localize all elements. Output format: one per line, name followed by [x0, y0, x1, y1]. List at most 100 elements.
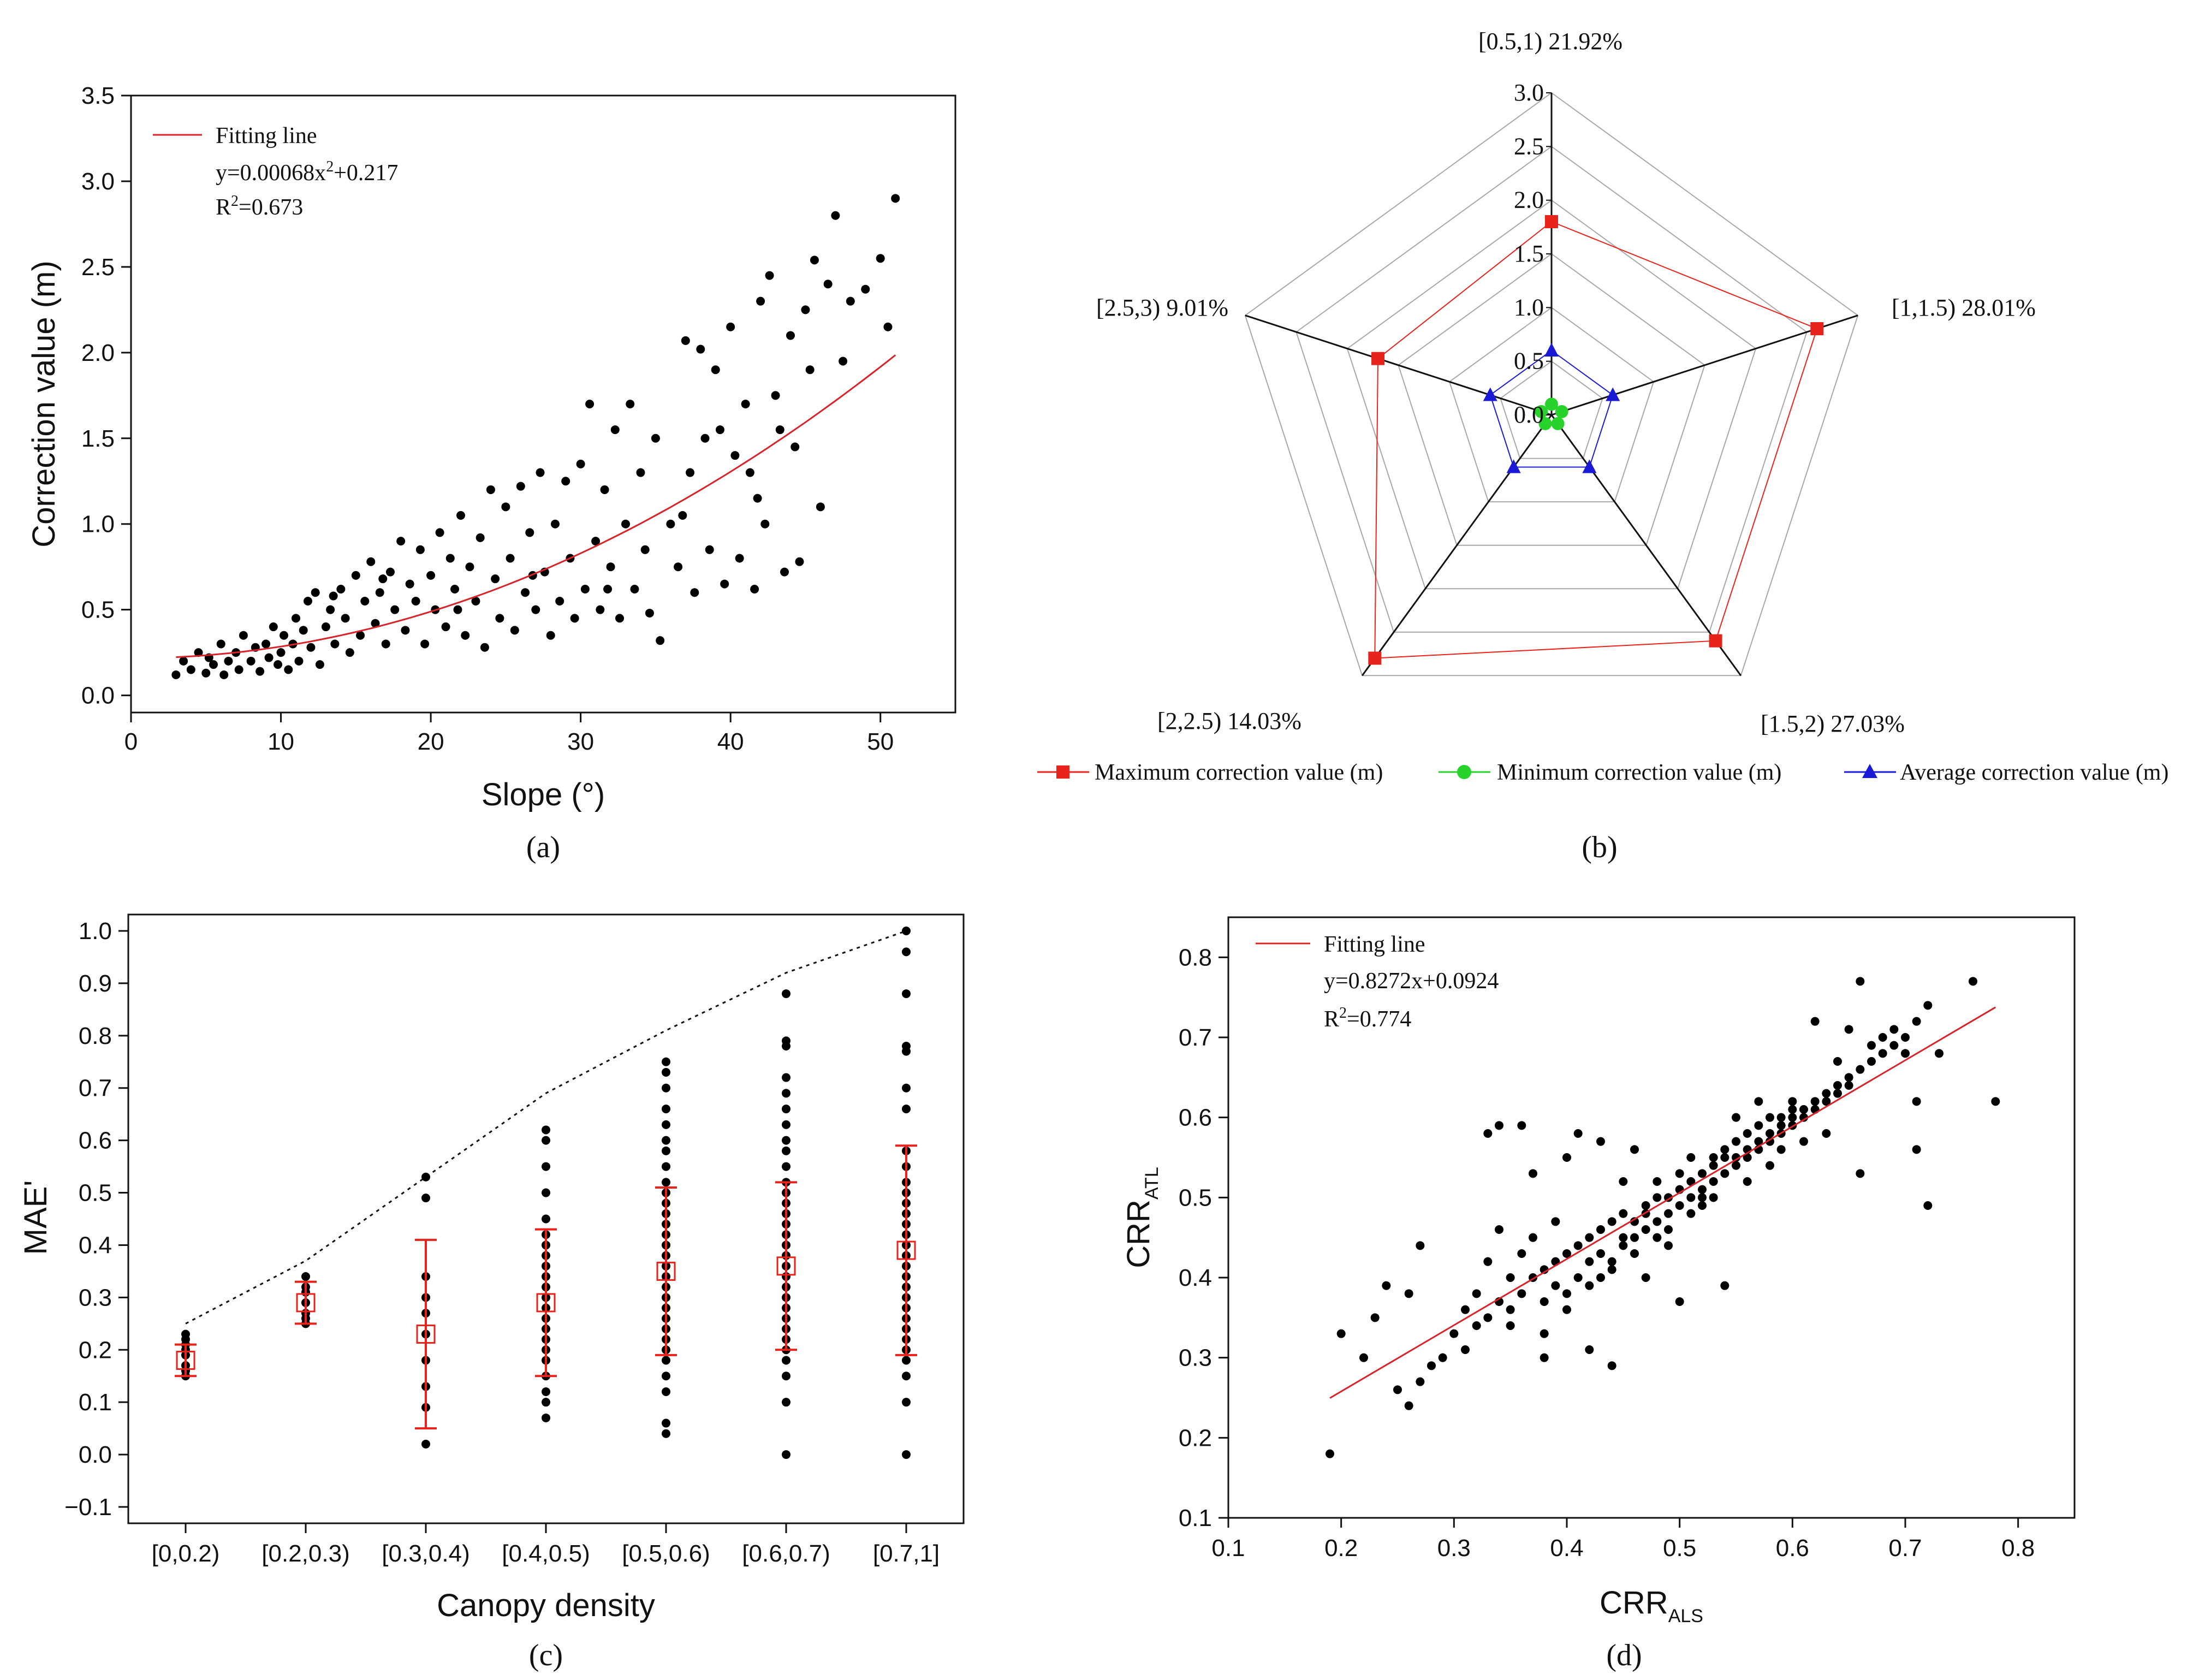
- panel-d-point: [1686, 1193, 1696, 1202]
- panel-c-point: [902, 947, 911, 957]
- panel-d-point: [1912, 1097, 1921, 1106]
- panel-d-point: [1686, 1153, 1696, 1162]
- panel-c-point: [662, 1105, 670, 1114]
- panel-c-mean-marker: [776, 1256, 796, 1276]
- panel-d-caption: (d): [1606, 1639, 1642, 1672]
- panel-c-point: [782, 1089, 791, 1098]
- panel-d-x-tick-label: 0.7: [1888, 1535, 1922, 1562]
- panel-b-radial-tick-label: 1.0: [1514, 294, 1544, 320]
- panel-a-point: [546, 631, 555, 640]
- panel-a-y-tick-label: 2.0: [81, 340, 115, 366]
- panel-c-x-tick-label: [0,0.2): [152, 1540, 220, 1567]
- panel-c-point: [542, 1162, 550, 1171]
- panel-d-x-axis-label: CRRALS: [1600, 1585, 1703, 1626]
- panel-d-point: [1653, 1177, 1662, 1186]
- panel-c-point: [542, 1136, 550, 1145]
- panel-a-y-tick-label: 0.5: [81, 597, 115, 624]
- panel-c-point: [301, 1272, 310, 1281]
- panel-d-point: [1856, 1065, 1865, 1074]
- panel-d-equation: y=0.8272x+0.0924: [1324, 969, 1499, 994]
- panel-d-point: [1483, 1257, 1493, 1266]
- panel-d-x-tick-label: 0.6: [1776, 1535, 1809, 1562]
- panel-d-point: [1382, 1281, 1391, 1290]
- panel-a-point: [580, 585, 590, 593]
- panel-d-point: [1732, 1153, 1740, 1162]
- panel-a-point: [678, 511, 687, 520]
- panel-b-series-outline: [1374, 221, 1818, 659]
- panel-b-web-ring: [1448, 307, 1655, 503]
- panel-a-point: [686, 468, 695, 477]
- panel-b-radial-ticks: 0.0 0.5 1.0 1.5 2.0 2.5 3.0: [1514, 79, 1552, 428]
- panel-a-point: [371, 619, 380, 628]
- panel-c-y-tick-label: 0.0: [79, 1441, 112, 1468]
- panel-d-point: [1585, 1257, 1594, 1266]
- panel-d-point: [1833, 1089, 1842, 1098]
- panel-d-point: [1969, 977, 1977, 986]
- panel-d-point: [1686, 1177, 1696, 1186]
- panel-b-spoke: [1361, 414, 1553, 676]
- panel-a-point: [284, 665, 293, 674]
- panel-a-point: [521, 588, 530, 597]
- panel-a-point: [771, 391, 780, 400]
- panel-c-point: [662, 1146, 670, 1155]
- panel-a-x-axis-label: Slope (°): [482, 777, 605, 812]
- panel-a-point: [171, 670, 181, 679]
- panel-c-y-tick-label: 0.8: [79, 1023, 112, 1049]
- panel-a-point: [276, 648, 286, 657]
- panel-c-point: [782, 1162, 791, 1171]
- panel-a-point: [495, 614, 504, 623]
- panel-d-point: [1472, 1289, 1481, 1298]
- panel-a-point: [209, 660, 218, 669]
- panel-a-slope-correction: 0 10 20 30 40 50 0.0 0.5 1.0 1.5 2.0 2.5 3.0 3.5 Fitt…: [26, 82, 956, 864]
- panel-a-point: [700, 434, 710, 443]
- panel-c-point: [662, 1136, 670, 1145]
- panel-b-axis-label-bottom-right: [1.5,2) 27.03%: [1761, 710, 1905, 737]
- panel-b-avg-marker: [1506, 459, 1521, 473]
- panel-a-point: [816, 502, 825, 512]
- panel-a-point: [311, 588, 320, 597]
- panel-d-r-squared: R2=0.774: [1324, 1005, 1411, 1032]
- panel-c-point: [782, 1450, 791, 1459]
- panel-a-point: [292, 614, 300, 623]
- panel-a-point: [435, 528, 444, 537]
- panel-a-point: [321, 622, 330, 632]
- panel-a-point: [269, 622, 278, 632]
- panel-c-envelope-line: [185, 930, 907, 1325]
- panel-a-point: [450, 585, 460, 593]
- panel-c-point: [662, 1418, 670, 1428]
- panel-d-point: [1833, 1057, 1842, 1066]
- panel-a-point: [630, 585, 639, 593]
- panel-d-point: [1517, 1249, 1526, 1258]
- panel-b-max-marker: [1810, 322, 1824, 335]
- panel-c-y-tick-label: 0.6: [79, 1127, 112, 1154]
- panel-d-point: [1889, 1041, 1899, 1050]
- panel-a-point: [756, 296, 765, 306]
- panel-d-point: [1776, 1121, 1786, 1130]
- panel-b-web-ring: [1244, 92, 1859, 676]
- panel-a-point: [246, 656, 255, 666]
- panel-a-point: [264, 653, 274, 662]
- panel-d-point: [1709, 1153, 1718, 1162]
- panel-d-point: [1912, 1145, 1921, 1154]
- panel-a-point: [426, 571, 436, 580]
- panel-c-point: [662, 1387, 670, 1396]
- panel-a-point: [810, 256, 819, 265]
- panel-d-x-tick-label: 0.8: [2001, 1535, 2035, 1562]
- panel-b-legend-min-marker: [1457, 765, 1471, 779]
- panel-c-point: [782, 1372, 791, 1381]
- panel-c-y-tick-label: 0.4: [79, 1232, 112, 1258]
- panel-d-point: [1529, 1169, 1537, 1178]
- panel-a-r-squared: R2=0.673: [216, 193, 303, 220]
- panel-d-point: [1416, 1377, 1425, 1386]
- panel-d-point: [1336, 1329, 1346, 1338]
- panel-a-point: [453, 605, 462, 614]
- panel-a-point: [636, 468, 645, 477]
- panel-a-point: [360, 596, 370, 605]
- panel-d-point: [1393, 1385, 1402, 1394]
- panel-d-plot-frame: [1227, 916, 2076, 1519]
- panel-a-point: [561, 477, 570, 486]
- panel-d-point: [1822, 1129, 1831, 1138]
- panel-b-axis-label-right: [1,1.5) 28.01%: [1892, 294, 2036, 321]
- panel-a-point: [330, 639, 340, 649]
- panel-d-point: [1889, 1025, 1899, 1034]
